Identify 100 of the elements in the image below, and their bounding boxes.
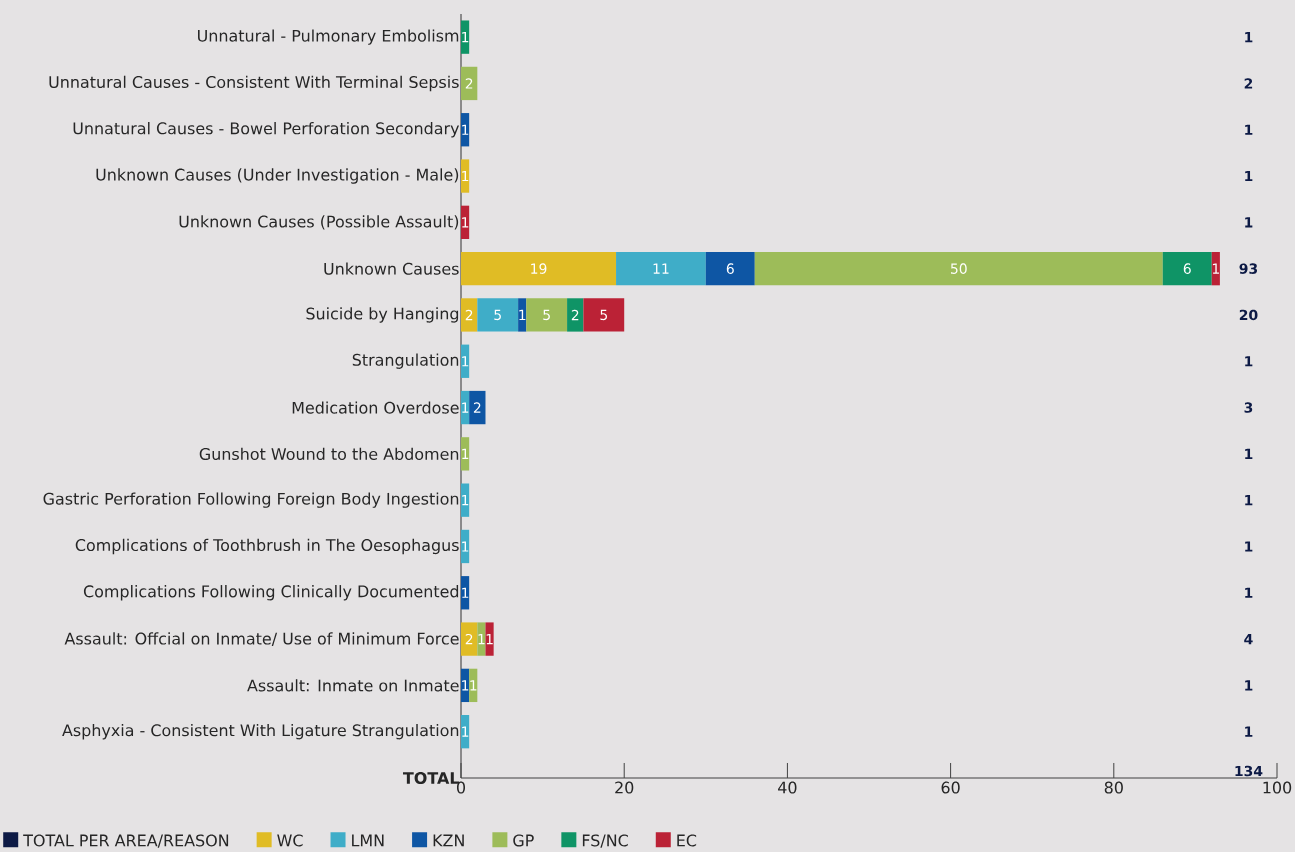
bar xyxy=(461,205,470,240)
legend-label: KZN xyxy=(433,834,464,847)
data-label: 19 xyxy=(531,263,547,274)
data-label: 1 xyxy=(486,633,493,645)
y-tick-label: Assault: Offcial on Inmate/ Use of Minimum Force xyxy=(64,632,459,646)
annotation: 93 xyxy=(1239,263,1258,274)
legend-label: GP xyxy=(513,834,534,847)
y-tick-label: Unnatural - Pulmonary Embolism xyxy=(198,29,459,45)
y-tick-label: Strangulation xyxy=(352,353,459,369)
bar xyxy=(461,437,470,471)
y-tick-label: Unknown Causes (Possible Assault) xyxy=(179,215,459,230)
annotation: 3 xyxy=(1244,402,1253,413)
bar xyxy=(461,159,470,193)
data-label: 1 xyxy=(462,32,469,43)
x-tick-label: 100 xyxy=(1263,781,1292,794)
bar xyxy=(461,622,478,656)
bar xyxy=(477,298,519,332)
bar xyxy=(469,390,486,425)
bar xyxy=(469,668,478,703)
x-tick-label: 60 xyxy=(941,781,960,794)
bar xyxy=(461,715,470,749)
data-label: 1 xyxy=(519,309,526,321)
y-tick-label: Assault: Inmate on Inmate xyxy=(247,679,459,692)
bar xyxy=(518,298,527,332)
y-tick-label: Medication Overdose xyxy=(292,401,459,414)
legend-label: LMN xyxy=(352,834,384,847)
annotation: 1 xyxy=(1245,32,1253,43)
x-tick-label: 80 xyxy=(1104,781,1123,794)
y-tick-label: Gunshot Wound to the Abdomen xyxy=(199,447,459,461)
y-tick-label: Gastric Perforation Following Foreign Body Ingestion xyxy=(43,492,459,508)
legend-label: TOTAL PER AREA/REASON xyxy=(23,834,229,848)
bar xyxy=(461,251,617,286)
annotation: 4 xyxy=(1244,633,1253,645)
bar xyxy=(705,251,755,286)
data-label: 6 xyxy=(726,263,734,274)
data-label: 1 xyxy=(462,448,469,459)
data-label: 1 xyxy=(462,402,469,413)
annotation: 1 xyxy=(1245,541,1253,552)
data-label: 1 xyxy=(462,587,469,598)
annotation: 134 xyxy=(1235,765,1263,777)
annotation: 1 xyxy=(1245,124,1253,135)
x-tick-label: 40 xyxy=(778,781,797,794)
bar xyxy=(461,344,470,378)
bar xyxy=(461,483,470,517)
annotation: 1 xyxy=(1245,448,1253,459)
data-label: 2 xyxy=(465,633,473,645)
data-label: 1 xyxy=(462,541,469,552)
annotation: 1 xyxy=(1245,495,1253,506)
bar xyxy=(567,298,584,332)
x-tick-label: 20 xyxy=(615,781,634,794)
x-tick-label: 0 xyxy=(456,781,466,794)
data-label: 5 xyxy=(543,309,550,321)
y-tick-label: Asphyxia - Consistent With Ligature Strangulation xyxy=(62,723,459,740)
bar xyxy=(477,622,486,656)
bar xyxy=(616,251,706,286)
y-tick-label: Unknown Causes (Under Investigation - Male) xyxy=(96,168,459,184)
bar xyxy=(461,668,470,703)
bar xyxy=(485,622,494,656)
y-tick-label: Complications of Toothbrush in The Oesophagus xyxy=(75,538,459,555)
data-label: 1 xyxy=(462,124,469,135)
data-label: 2 xyxy=(465,309,473,321)
bar xyxy=(583,298,625,332)
y-tick-label: Complications Following Clinically Documented xyxy=(83,585,459,601)
data-label: 50 xyxy=(950,263,967,274)
bar xyxy=(754,251,1163,286)
data-label: 5 xyxy=(600,309,608,321)
bar xyxy=(461,113,470,147)
legend-label: FS/NC xyxy=(582,834,628,848)
bar xyxy=(461,298,478,332)
data-label: 2 xyxy=(473,402,481,413)
data-label: 1 xyxy=(462,680,469,691)
bar xyxy=(461,576,470,610)
bar xyxy=(461,20,470,54)
y-tick-label: Unknown Causes xyxy=(324,262,459,275)
data-label: 5 xyxy=(494,309,501,321)
bar xyxy=(1162,251,1212,286)
bar xyxy=(526,298,568,332)
y-tick-label: Unnatural Causes - Bowel Perforation Secondary xyxy=(73,122,460,138)
legend-label: EC xyxy=(677,834,697,847)
annotation: 1 xyxy=(1245,587,1253,598)
data-label: 1 xyxy=(1212,263,1219,274)
data-label: 1 xyxy=(470,680,477,691)
data-label: 6 xyxy=(1183,263,1191,274)
bar xyxy=(461,66,478,101)
annotation: 2 xyxy=(1244,78,1253,89)
annotation: 1 xyxy=(1245,680,1253,691)
data-label: 1 xyxy=(462,217,469,228)
y-tick-label: Suicide by Hanging xyxy=(306,307,459,323)
annotation: 1 xyxy=(1245,356,1253,367)
data-label: 1 xyxy=(462,356,469,367)
y-tick-label: Unnatural Causes - Consistent With Terminal Sepsis xyxy=(49,75,459,92)
data-label: 11 xyxy=(653,263,669,274)
annotation: 20 xyxy=(1239,309,1258,321)
annotation: 1 xyxy=(1245,726,1253,737)
data-label: 1 xyxy=(462,726,469,737)
data-label: 2 xyxy=(465,78,473,89)
data-label: 1 xyxy=(462,495,469,506)
data-label: 1 xyxy=(478,633,485,645)
legend-label: WC xyxy=(277,834,303,847)
data-label: 2 xyxy=(571,309,579,321)
